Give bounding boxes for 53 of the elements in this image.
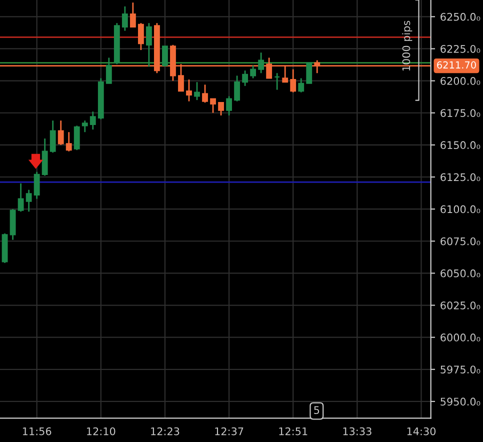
candlestick (66, 131, 72, 152)
candlestick (186, 78, 192, 102)
y-tick-label: 6225.0₀ (440, 44, 480, 53)
y-tick-label: 6175.0₀ (440, 109, 480, 117)
annotation: 5 (314, 406, 320, 414)
candlestick (250, 64, 256, 79)
y-tick-label: 5950.0₀ (440, 398, 480, 406)
x-tick-label: 12:37 (215, 427, 244, 436)
candlestick (218, 102, 224, 116)
candlestick (210, 98, 216, 114)
ref-line-label: 6211.70 (437, 61, 476, 69)
candlestick (130, 2, 136, 28)
x-tick-label: 12:23 (151, 427, 180, 436)
candlestick (234, 74, 240, 102)
x-tick-label: 13:33 (343, 427, 372, 436)
candlestick (18, 182, 24, 212)
candlestick (162, 45, 168, 68)
candlestick (194, 81, 200, 101)
y-tick-label: 6050.0₀ (440, 269, 480, 278)
x-tick-label: 12:10 (87, 427, 116, 436)
y-tick-label: 5975.0₀ (440, 366, 480, 374)
candlestick (298, 78, 304, 94)
y-tick-label: 6150.0₀ (440, 141, 480, 150)
x-tick-label: 14:30 (407, 427, 436, 436)
candlestick (138, 22, 144, 51)
candlestick (90, 110, 96, 130)
y-tick-label: 6250.0₀ (440, 12, 480, 21)
x-tick-label: 11:56 (22, 427, 52, 436)
y-tick-label: 6100.0₀ (440, 205, 480, 214)
candlestick (290, 68, 296, 94)
candlestick (122, 6, 128, 32)
candlestick (82, 120, 88, 133)
candlestick (74, 125, 80, 151)
y-tick-label: 6125.0₀ (440, 173, 480, 182)
candlestick (306, 62, 312, 84)
x-tick-label: 12:51 (279, 427, 308, 436)
y-tick-label: 6075.0₀ (440, 237, 480, 246)
candlestick (146, 22, 152, 68)
y-tick-label: 6200.0₀ (440, 77, 480, 85)
candlestick (26, 189, 32, 212)
annotation: 1000 pips (402, 20, 412, 71)
candlestick (274, 72, 280, 90)
candlestick (258, 52, 264, 74)
candlestick (58, 120, 64, 146)
candlestick (34, 171, 40, 200)
candlestick (42, 138, 48, 176)
candlestick (50, 120, 56, 154)
candlestick (242, 70, 248, 87)
candlestick (202, 84, 208, 104)
candlestick (226, 96, 232, 116)
y-tick-label: 6025.0₀ (440, 301, 480, 310)
candlestick (106, 57, 112, 84)
y-tick-label: 6000.0₀ (440, 334, 480, 342)
